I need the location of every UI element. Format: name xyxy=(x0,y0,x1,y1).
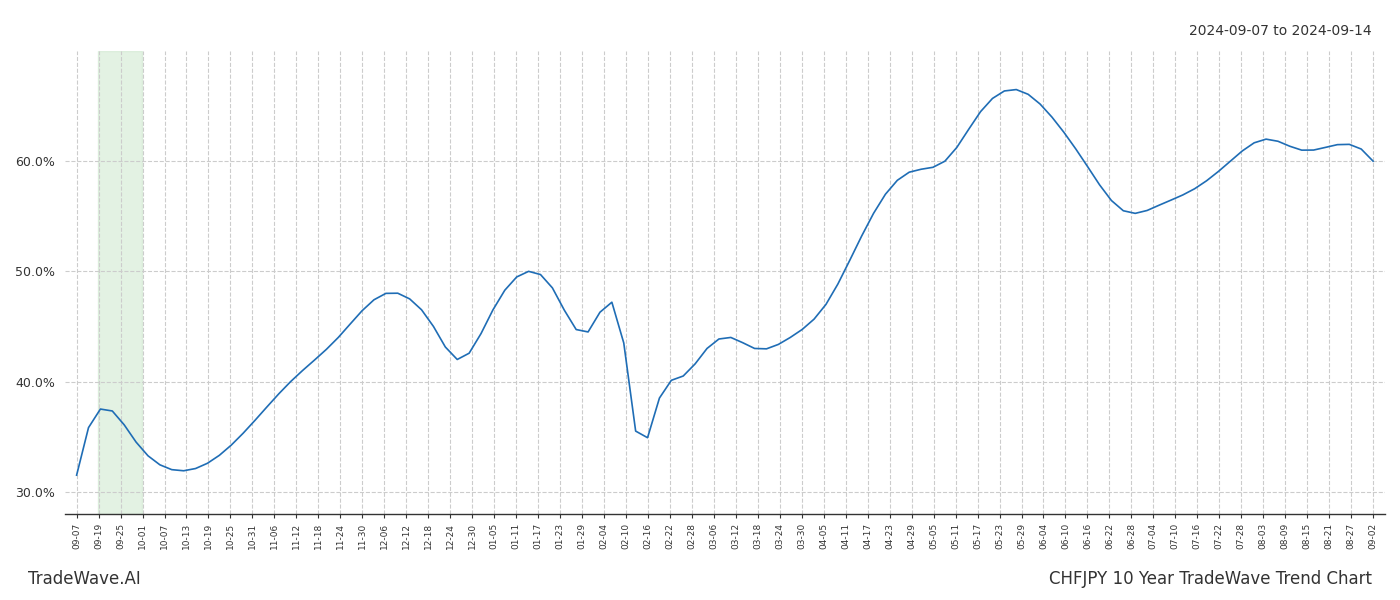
Bar xyxy=(98,51,141,514)
Text: TradeWave.AI: TradeWave.AI xyxy=(28,570,141,588)
Text: 2024-09-07 to 2024-09-14: 2024-09-07 to 2024-09-14 xyxy=(1190,24,1372,38)
Text: CHFJPY 10 Year TradeWave Trend Chart: CHFJPY 10 Year TradeWave Trend Chart xyxy=(1049,570,1372,588)
